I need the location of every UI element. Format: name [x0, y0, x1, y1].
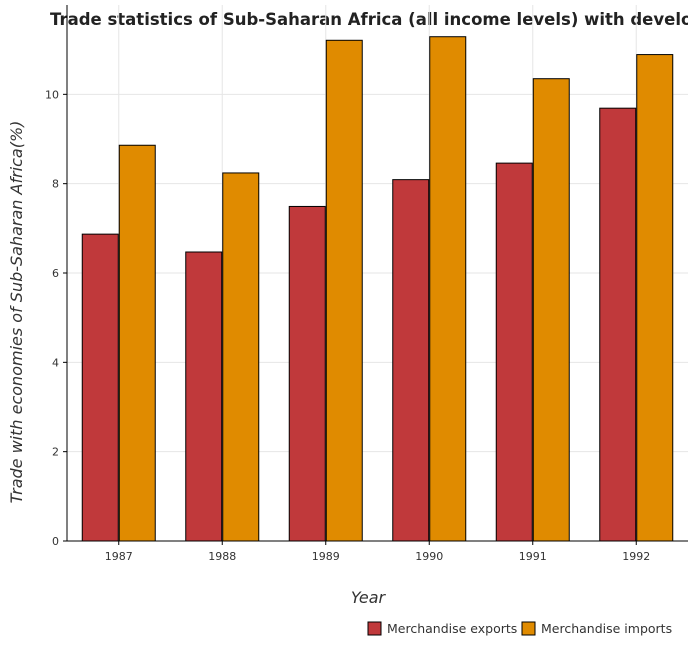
x-tick-label: 1988	[208, 550, 236, 563]
bar-exports-1991	[495, 162, 533, 542]
bar-exports-1992	[599, 107, 637, 542]
legend-swatch-imports	[521, 621, 536, 636]
bar-imports-1987	[118, 144, 156, 542]
x-tick-label: 1992	[622, 550, 650, 563]
y-tick-label: 10	[45, 88, 59, 101]
bar-exports-1988	[185, 251, 223, 542]
y-tick-label: 4	[52, 356, 59, 369]
x-tick-label: 1990	[415, 550, 443, 563]
bar-exports-1990	[392, 179, 430, 542]
bars	[81, 36, 674, 542]
bar-exports-1987	[81, 233, 119, 542]
legend-swatch-exports	[367, 621, 382, 636]
legend-label-exports: Merchandise exports	[387, 621, 517, 636]
x-tick-labels: 1987 1988 1989 1990 1991 1992	[105, 541, 650, 563]
y-tick-label: 0	[52, 535, 59, 548]
bar-imports-1991	[532, 78, 570, 542]
bar-imports-1989	[325, 39, 363, 542]
y-axis-title: Trade with economies of Sub-Saharan Afri…	[7, 121, 26, 504]
y-tick-labels: 0 2 4 6 8 10	[45, 88, 67, 548]
x-axis-title: Year	[351, 588, 387, 607]
bar-exports-1989	[288, 205, 326, 542]
x-tick-label: 1987	[105, 550, 133, 563]
chart-title: Trade statistics of Sub-Saharan Africa (…	[50, 10, 688, 29]
legend: Merchandise exports Merchandise imports	[367, 621, 672, 636]
y-tick-label: 2	[52, 446, 59, 459]
bar-imports-1990	[429, 36, 467, 542]
x-tick-label: 1991	[519, 550, 547, 563]
y-tick-label: 8	[52, 178, 59, 191]
bar-imports-1988	[222, 172, 260, 542]
y-tick-label: 6	[52, 267, 59, 280]
grid	[67, 5, 688, 542]
legend-label-imports: Merchandise imports	[541, 621, 672, 636]
x-tick-label: 1989	[312, 550, 340, 563]
bar-imports-1992	[636, 54, 674, 542]
